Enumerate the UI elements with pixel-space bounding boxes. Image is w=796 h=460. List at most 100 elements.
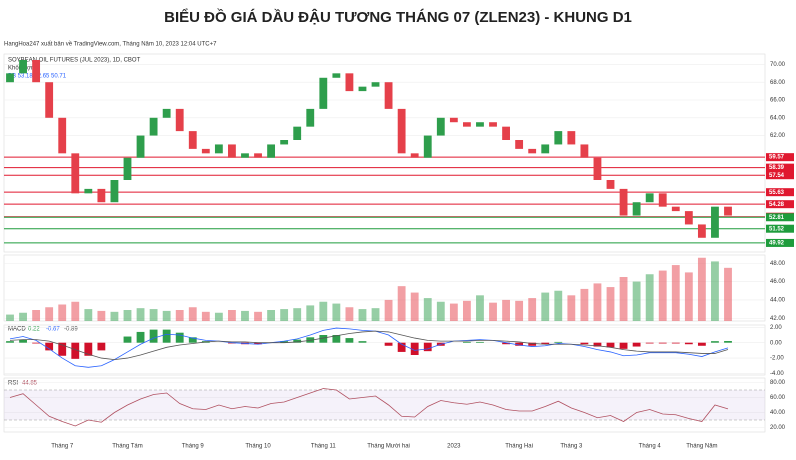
volume-bar	[319, 301, 328, 321]
volume-bar	[332, 303, 341, 321]
macd-hist	[502, 342, 510, 345]
macd-hist	[162, 329, 171, 343]
candle	[228, 144, 236, 158]
candle	[97, 188, 106, 203]
volume-bar	[345, 307, 354, 321]
level-label: 49.92	[769, 241, 785, 247]
macd-hist	[384, 342, 393, 346]
level-label: 54.28	[769, 202, 785, 208]
volume-bar	[201, 311, 210, 321]
macd-hist	[606, 342, 615, 348]
candle	[632, 202, 641, 216]
macd-hist	[280, 341, 289, 343]
macd-hist	[632, 342, 641, 347]
macd-hist	[188, 337, 197, 343]
candle	[515, 140, 524, 149]
candle	[254, 153, 262, 158]
x-tick-label: Tháng Hai	[505, 444, 533, 450]
level-tag	[766, 188, 794, 197]
volume-bar	[632, 281, 641, 321]
candle	[697, 224, 706, 238]
y-tick-label: 2.00	[770, 325, 782, 331]
x-tick-label: Tháng Tám	[112, 444, 143, 450]
macd-hist	[254, 342, 262, 345]
macd-hist	[593, 342, 602, 347]
volume-bar	[214, 312, 223, 321]
y-tick-label: 46.00	[770, 279, 786, 285]
volume-bar	[32, 310, 41, 321]
volume-bar	[658, 270, 667, 321]
macd-hist	[84, 342, 93, 356]
candle	[136, 135, 145, 158]
x-tick-label: Tháng 7	[51, 444, 74, 450]
volume-bar	[228, 310, 236, 321]
candle	[345, 73, 354, 92]
candle	[711, 206, 719, 238]
y-tick-label: 66.00	[770, 98, 786, 104]
volume-bar	[241, 310, 249, 321]
pane	[3, 254, 766, 322]
macd-hist	[423, 342, 432, 352]
volume-bar	[306, 305, 315, 321]
candle	[423, 135, 432, 158]
x-tick-label: 2023	[447, 444, 461, 450]
candle	[149, 117, 158, 136]
volume-bar	[423, 298, 432, 321]
candle	[162, 108, 171, 118]
candle	[110, 180, 119, 203]
chart-title: BIỂU ĐỒ GIÁ DẦU ĐẬU TƯƠNG THÁNG 07 (ZLEN…	[164, 8, 632, 26]
macd-hist	[711, 341, 719, 343]
y-tick-label: 62.00	[770, 133, 786, 139]
volume-bar	[606, 287, 615, 321]
candle	[476, 122, 484, 127]
subtitle: HangHoa247 xuất bản về TradingView.com, …	[4, 42, 217, 48]
y-tick-label: 68.00	[770, 80, 786, 86]
macd-hist	[528, 342, 537, 346]
candle	[201, 148, 210, 154]
macd-hist	[175, 332, 184, 343]
level-tag	[766, 200, 794, 209]
candle	[593, 157, 602, 180]
candle	[19, 60, 27, 74]
volume-bar	[724, 267, 732, 321]
candle	[214, 144, 223, 154]
candle	[306, 108, 315, 127]
y-tick-label: 42.00	[770, 316, 786, 322]
macd-hist	[541, 342, 550, 345]
y-tick-label: -2.00	[770, 356, 784, 362]
macd-hist	[476, 341, 484, 343]
rsi-readout: 44.85	[22, 381, 38, 387]
candle	[319, 77, 328, 109]
x-tick-label: Tháng 10	[245, 444, 271, 450]
candle	[384, 82, 393, 109]
volume-bar	[593, 283, 602, 321]
rsi-band	[4, 390, 765, 420]
macd-hist	[6, 341, 14, 343]
macd-hist	[410, 342, 419, 355]
candle	[410, 153, 419, 158]
volume-bar	[149, 309, 158, 321]
candle	[32, 60, 41, 83]
y-tick-label: 40.00	[770, 410, 786, 416]
volume-bar	[567, 295, 576, 321]
candle	[567, 131, 576, 145]
candle	[554, 131, 563, 145]
rsi-line	[9, 388, 729, 427]
level-tag	[766, 153, 794, 162]
candle	[684, 211, 693, 225]
volume-bar	[619, 277, 628, 321]
level-label: 52.81	[769, 215, 785, 221]
volume-bar	[515, 300, 524, 321]
volume-bar	[397, 286, 406, 321]
y-tick-label: 44.00	[770, 297, 786, 303]
volume-bar	[58, 304, 67, 321]
candle	[58, 117, 67, 154]
macd-hist	[358, 341, 367, 343]
macd-hist	[697, 342, 706, 346]
symbol-label: SOYBEAN OIL FUTURES (JUL 2023), 1D, CBOT	[8, 58, 141, 64]
volume-bar	[410, 292, 419, 321]
macd-hist	[580, 342, 589, 345]
volume-bar	[502, 299, 510, 321]
volume-bar	[371, 308, 380, 321]
